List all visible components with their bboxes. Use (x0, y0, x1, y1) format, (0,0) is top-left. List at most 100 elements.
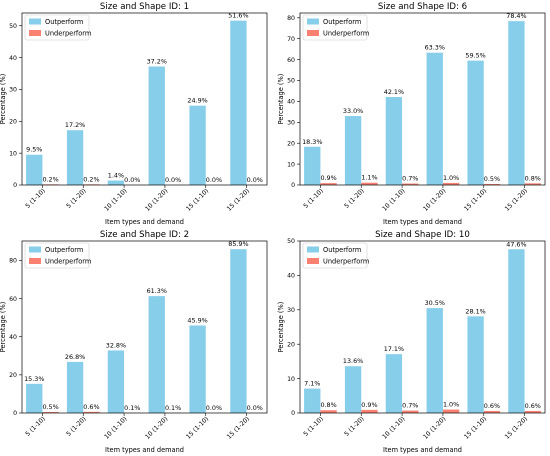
legend-label-outperform: Outperform (45, 246, 83, 254)
x-tick-label-3: 10 (1-10) (103, 415, 128, 440)
legend-swatch-underperform (29, 258, 41, 264)
bar-outperform-5 (189, 325, 206, 413)
data-label-outperform-4: 63.3% (425, 44, 445, 52)
data-label-underperform-2: 0.6% (83, 403, 99, 411)
x-tick-label-3: 10 (1-10) (381, 415, 406, 440)
x-tick-label-4: 10 (1-20) (422, 187, 447, 212)
data-label-underperform-4: 0.1% (165, 404, 181, 412)
y-tick-label-1: 0 (291, 182, 295, 189)
data-label-underperform-6: 0.8% (525, 174, 541, 182)
data-label-underperform-5: 0.5% (484, 175, 500, 183)
data-label-underperform-4: 1.0% (443, 174, 459, 182)
y-tick-label-1: 0 (291, 410, 295, 417)
y-axis-label: Percentage (%) (277, 74, 285, 125)
bar-underperform-2 (83, 411, 100, 413)
x-tick-label-2: 5 (1-20) (65, 187, 87, 209)
y-axis-label: Percentage (%) (277, 302, 285, 353)
chart-title: Size and Shape ID: 1 (100, 2, 189, 12)
bar-outperform-3 (385, 97, 403, 185)
bar-outperform-2 (344, 116, 362, 185)
data-label-underperform-3: 0.1% (124, 404, 140, 412)
y-tick-label-1: 0 (13, 410, 17, 417)
y-tick-label-8: 70 (287, 36, 295, 43)
data-label-outperform-1: 15.3% (24, 375, 44, 383)
bar-outperform-2 (66, 130, 84, 185)
y-tick-label-3: 20 (9, 118, 17, 125)
legend-swatch-outperform (29, 246, 41, 253)
x-tick-label-2: 5 (1-20) (65, 415, 87, 437)
data-label-underperform-5: 0.6% (484, 402, 500, 410)
plot-frame (21, 12, 268, 186)
bar-outperform-2 (344, 366, 362, 413)
chart-panel-1: Size and Shape ID: 1 9.5% 0.2% 5 (1-10) 17.2… (0, 2, 268, 226)
x-axis-label: Item types and demand (383, 446, 462, 454)
x-tick-label-1: 5 (1-10) (302, 187, 324, 209)
y-tick-label-5: 40 (287, 99, 295, 106)
data-label-outperform-3: 32.8% (106, 341, 126, 349)
y-tick-label-4: 30 (287, 120, 295, 127)
chart-panel-3: Size and Shape ID: 2 15.3% 0.5% 5 (1-10) 26.… (0, 230, 268, 454)
bar-underperform-6 (524, 410, 541, 413)
bar-underperform-3 (402, 410, 419, 413)
y-tick-label-2: 20 (9, 372, 17, 379)
y-tick-label-3: 20 (287, 140, 295, 147)
bar-outperform-4 (148, 66, 165, 185)
bar-outperform-3 (385, 354, 403, 413)
x-tick-label-4: 10 (1-20) (422, 415, 447, 440)
y-tick-label-5: 80 (9, 258, 17, 265)
y-axis-label: Percentage (%) (0, 302, 7, 353)
legend-label-underperform: Underperform (323, 258, 369, 266)
x-tick-label-3: 10 (1-10) (381, 187, 406, 212)
data-label-underperform-2: 0.2% (83, 175, 99, 183)
data-label-underperform-2: 1.1% (361, 174, 377, 182)
bar-outperform-6 (230, 20, 247, 186)
legend-swatch-underperform (307, 30, 319, 36)
chart-panel-4: Size and Shape ID: 10 7.1% 0.8% 5 (1-10) 13.… (277, 230, 546, 454)
data-label-outperform-4: 61.3% (147, 287, 167, 295)
bar-underperform-2 (361, 182, 378, 185)
data-label-underperform-4: 0.0% (165, 176, 181, 184)
data-label-outperform-1: 7.1% (304, 380, 320, 388)
legend: Outperform Underperform (302, 242, 369, 269)
data-label-outperform-5: 45.9% (187, 316, 207, 324)
data-label-underperform-5: 0.0% (206, 176, 222, 184)
bar-outperform-1 (26, 383, 43, 413)
y-tick-label-3: 40 (9, 334, 17, 341)
bar-outperform-6 (230, 249, 247, 413)
bar-outperform-5 (467, 316, 484, 413)
bar-underperform-1 (42, 412, 59, 413)
data-label-underperform-3: 0.7% (402, 175, 418, 183)
x-tick-label-4: 10 (1-20) (144, 187, 169, 212)
legend-label-outperform: Outperform (323, 246, 361, 254)
data-label-underperform-3: 0.7% (402, 402, 418, 410)
plot-frame (299, 12, 546, 186)
y-tick-label-6: 50 (287, 78, 295, 85)
y-tick-label-5: 40 (9, 55, 17, 62)
y-tick-label-2: 10 (287, 376, 295, 383)
bar-underperform-3 (402, 183, 419, 185)
chart-title: Size and Shape ID: 6 (378, 2, 467, 12)
legend-label-outperform: Outperform (323, 18, 361, 26)
data-label-outperform-3: 17.1% (384, 345, 404, 353)
legend-swatch-underperform (29, 30, 41, 36)
x-tick-label-6: 15 (1-20) (504, 187, 529, 212)
bar-underperform-6 (524, 183, 541, 185)
chart-title: Size and Shape ID: 2 (100, 230, 189, 240)
legend-swatch-underperform (307, 258, 319, 264)
bar-underperform-4 (442, 182, 460, 185)
x-tick-label-5: 15 (1-10) (185, 187, 210, 212)
plot-frame (299, 240, 546, 414)
data-label-outperform-5: 28.1% (465, 307, 485, 315)
plot-frame (21, 240, 268, 414)
bar-outperform-3 (107, 180, 125, 185)
legend-label-underperform: Underperform (323, 30, 369, 38)
y-tick-label-6: 50 (9, 23, 17, 30)
data-label-underperform-2: 0.9% (361, 401, 377, 409)
legend-label-underperform: Underperform (45, 258, 91, 266)
y-tick-label-4: 60 (9, 296, 17, 303)
data-label-outperform-1: 18.3% (302, 138, 322, 146)
chart-panel-2: Size and Shape ID: 6 18.3% 0.9% 5 (1-10) 33.… (277, 2, 546, 226)
data-label-underperform-4: 1.0% (443, 401, 459, 409)
bar-underperform-1 (320, 183, 337, 185)
